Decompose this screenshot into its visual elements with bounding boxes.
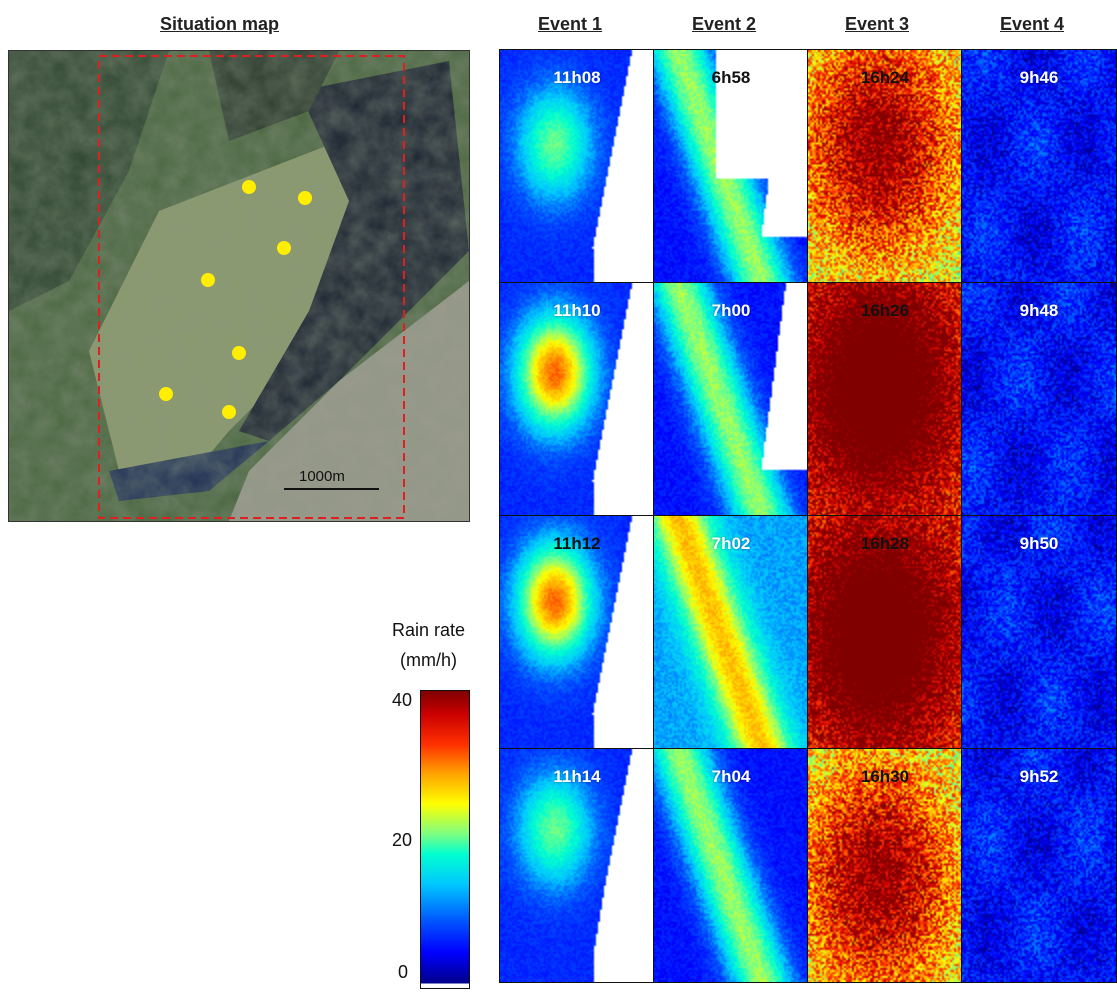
rain-field-image: [654, 516, 808, 749]
rain-field-image: [808, 50, 962, 283]
rain-field-event4-frame1: 9h46: [961, 49, 1117, 284]
event-1-title: Event 1: [538, 14, 603, 34]
rain-field-event2-frame1: 6h58: [653, 49, 809, 284]
rain-field-event3-frame2: 16h26: [807, 282, 963, 517]
colorbar-label: Rain rate: [392, 620, 466, 640]
station-marker: [277, 241, 291, 255]
station-marker: [242, 180, 256, 194]
station-marker: [201, 273, 215, 287]
rain-field-image: [654, 50, 808, 283]
colorbar-tick-max: 40: [392, 690, 413, 710]
rain-field-event4-frame4: 9h52: [961, 748, 1117, 983]
rain-field-image: [962, 749, 1116, 982]
colorbar-tick-min: 0: [398, 962, 409, 982]
rain-field-image: [962, 50, 1116, 283]
rain-field-event1-frame3: 11h12: [499, 515, 655, 750]
rain-field-event3-frame4: 16h30: [807, 748, 963, 983]
colorbar-tick-mid: 20: [392, 830, 413, 850]
event-3-title: Event 3: [845, 14, 910, 34]
rain-field-event2-frame2: 7h00: [653, 282, 809, 517]
situation-map-title: Situation map: [160, 14, 280, 34]
event-4-title: Event 4: [1000, 14, 1065, 34]
rain-field-image: [962, 283, 1116, 516]
rain-field-event3-frame3: 16h28: [807, 515, 963, 750]
rain-rate-colorbar: [420, 690, 470, 989]
situation-map: 1000m: [8, 50, 470, 522]
rain-field-image: [500, 749, 654, 982]
rain-field-image: [808, 283, 962, 516]
rain-field-event4-frame2: 9h48: [961, 282, 1117, 517]
rain-field-event2-frame3: 7h02: [653, 515, 809, 750]
event-2-title: Event 2: [692, 14, 757, 34]
scale-label: 1000m: [299, 468, 345, 485]
rain-field-event4-frame3: 9h50: [961, 515, 1117, 750]
station-marker: [298, 191, 312, 205]
rain-field-image: [500, 283, 654, 516]
station-marker: [159, 387, 173, 401]
rain-field-image: [808, 749, 962, 982]
rain-field-event2-frame4: 7h04: [653, 748, 809, 983]
colorbar-unit: (mm/h): [400, 650, 457, 670]
station-marker: [222, 405, 236, 419]
rain-field-image: [500, 50, 654, 283]
rain-field-image: [654, 283, 808, 516]
rain-field-event1-frame4: 11h14: [499, 748, 655, 983]
rain-field-image: [500, 516, 654, 749]
rain-field-image: [808, 516, 962, 749]
rain-field-image: [962, 516, 1116, 749]
rain-field-event1-frame1: 11h08: [499, 49, 655, 284]
station-marker: [232, 346, 246, 360]
rain-field-event3-frame1: 16h24: [807, 49, 963, 284]
map-image: 1000m: [9, 51, 469, 521]
study-area-frame: [98, 55, 405, 519]
rain-field-image: [654, 749, 808, 982]
rain-field-event1-frame2: 11h10: [499, 282, 655, 517]
